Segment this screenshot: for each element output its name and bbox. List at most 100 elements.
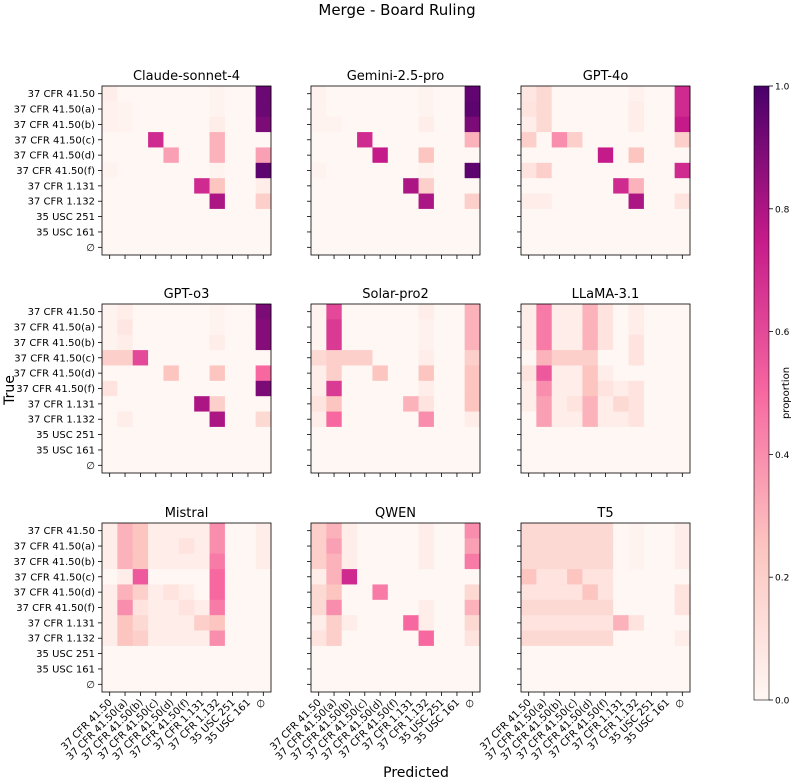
heatmap-cell: [240, 224, 257, 241]
heatmap-cell: [536, 147, 553, 164]
heatmap-cell: [403, 569, 419, 585]
heatmap-cell: [449, 162, 466, 179]
heatmap-cell: [326, 365, 343, 382]
heatmap-cell: [148, 569, 164, 585]
heatmap-cell: [551, 365, 568, 382]
heatmap-cell: [582, 319, 599, 336]
heatmap-cell: [567, 538, 583, 555]
heatmap-cell: [643, 442, 660, 459]
heatmap-cell: [224, 553, 241, 570]
heatmap-cell: [255, 334, 272, 351]
heatmap-cell: [551, 584, 568, 601]
heatmap-cell: [255, 630, 272, 647]
heatmap-cell: [148, 380, 164, 397]
heatmap-cell: [643, 538, 660, 555]
heatmap-cell: [326, 304, 343, 320]
heatmap-cell: [449, 584, 466, 601]
heatmap-cell: [567, 350, 583, 366]
heatmap-cell: [341, 396, 358, 412]
heatmap-cell: [674, 319, 691, 336]
heatmap-cell: [536, 116, 553, 133]
heatmap-cell: [117, 442, 134, 459]
heatmap-cell: [255, 304, 272, 320]
heatmap-cell: [536, 334, 553, 351]
heatmap-cell: [255, 380, 272, 397]
heatmap-cell: [659, 132, 676, 148]
heatmap-cell: [117, 411, 134, 428]
heatmap-cell: [209, 116, 226, 133]
heatmap-cell: [194, 442, 210, 459]
heatmap-cell: [387, 116, 404, 133]
heatmap-cell: [582, 584, 599, 601]
heatmap-cell: [418, 116, 435, 133]
heatmap-cell: [102, 630, 118, 647]
heatmap-cell: [102, 334, 118, 351]
heatmap-cell: [418, 645, 435, 662]
heatmap-cell: [536, 584, 553, 601]
heatmap-cell: [311, 224, 327, 241]
heatmap-cell: [551, 396, 568, 412]
heatmap-cell: [597, 426, 614, 443]
heatmap-cell: [387, 426, 404, 443]
heatmap-cell: [341, 630, 358, 647]
heatmap-cell: [613, 426, 629, 443]
heatmap-cell: [643, 676, 660, 693]
heatmap-cell: [521, 442, 537, 459]
heatmap-cell: [132, 442, 149, 459]
heatmap-cell: [449, 319, 466, 336]
heatmap-cell: [372, 538, 389, 555]
heatmap-cell: [224, 569, 241, 585]
heatmap-cell: [659, 426, 676, 443]
heatmap-cell: [341, 334, 358, 351]
heatmap-cell: [433, 319, 450, 336]
heatmap-cell: [449, 334, 466, 351]
heatmap-cell: [357, 365, 373, 382]
heatmap-cell: [567, 162, 583, 179]
y-tick-label: 37 CFR 41.50(d): [13, 369, 95, 380]
heatmap-cell: [674, 350, 691, 366]
heatmap-cell: [148, 426, 164, 443]
heatmap-cell: [567, 304, 583, 320]
heatmap-cell: [117, 645, 134, 662]
heatmap-cell: [326, 334, 343, 351]
heatmap-cell: [341, 411, 358, 428]
heatmap-cell: [255, 661, 272, 678]
heatmap-cell: [311, 178, 327, 194]
heatmap-cell: [403, 411, 419, 428]
heatmap-cell: [521, 645, 537, 662]
heatmap-cell: [628, 396, 645, 412]
heatmap-cell: [449, 426, 466, 443]
heatmap-cell: [372, 304, 389, 320]
heatmap-cell: [674, 396, 691, 412]
heatmap-cell: [240, 350, 257, 366]
heatmap-cell: [643, 630, 660, 647]
heatmap-cell: [674, 147, 691, 164]
heatmap-cell: [659, 101, 676, 118]
heatmap-cell: [178, 224, 195, 241]
heatmap-cell: [255, 193, 272, 210]
heatmap-cell: [521, 334, 537, 351]
heatmap-cell: [357, 584, 373, 601]
heatmap-cell: [209, 645, 226, 662]
heatmap-cell: [659, 645, 676, 662]
heatmap-cell: [449, 178, 466, 194]
heatmap-cell: [674, 676, 691, 693]
heatmap-cell: [209, 676, 226, 693]
heatmap-cell: [464, 101, 481, 118]
heatmap-cell: [311, 239, 327, 256]
heatmap-cell: [132, 411, 149, 428]
heatmap-cell: [341, 239, 358, 256]
heatmap-cell: [163, 396, 180, 412]
heatmap-cell: [102, 584, 118, 601]
heatmap-cell: [418, 426, 435, 443]
heatmap-cell: [372, 365, 389, 382]
panel-title: GPT-4o: [583, 69, 629, 84]
heatmap-cell: [433, 86, 450, 102]
heatmap-cell: [613, 365, 629, 382]
heatmap-cell: [567, 193, 583, 210]
heatmap-cell: [674, 116, 691, 133]
heatmap-cell: [403, 538, 419, 555]
heatmap-cell: [341, 116, 358, 133]
heatmap-cell: [418, 411, 435, 428]
heatmap-cell: [224, 584, 241, 601]
